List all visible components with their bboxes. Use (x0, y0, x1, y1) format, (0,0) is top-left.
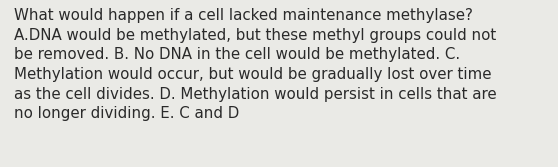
Text: What would happen if a cell lacked maintenance methylase?
A.DNA would be methyla: What would happen if a cell lacked maint… (14, 8, 497, 121)
